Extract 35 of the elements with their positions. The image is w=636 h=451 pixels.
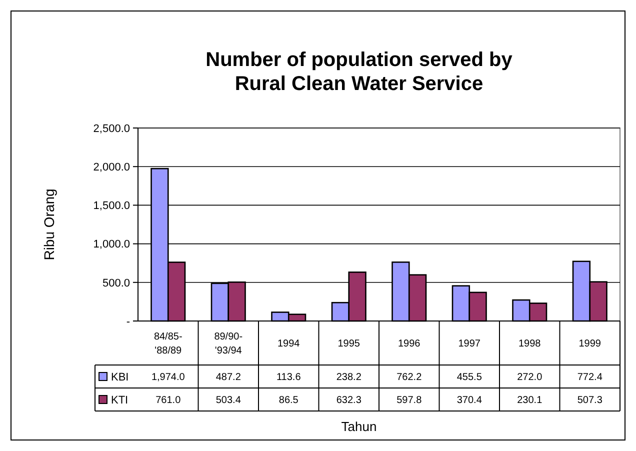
x-tick-label: 1994	[278, 338, 300, 350]
x-tick-label: 1999	[578, 338, 602, 350]
x-tick-label: 84/85-'88/89	[154, 332, 182, 356]
legend-label: KBI	[111, 371, 129, 384]
data-label: 1,974.0	[151, 372, 186, 383]
y-tick-label: -	[126, 316, 130, 328]
data-label: 761.0	[156, 395, 182, 406]
legend-label: KTI	[111, 394, 128, 406]
data-label: 238.2	[336, 372, 362, 383]
x-tick-label: 1995	[338, 338, 360, 350]
x-tick-label: 1997	[458, 338, 481, 350]
data-label: 632.3	[336, 395, 362, 406]
y-tick-label: 2,000.0	[93, 161, 130, 174]
data-label: 762.2	[396, 372, 422, 383]
y-tick-label: 1,500.0	[93, 200, 130, 212]
data-label: 507.3	[577, 395, 603, 406]
data-label: 370.4	[456, 395, 482, 406]
x-tick-label: 89/90-'93/94	[214, 332, 243, 356]
data-label: 772.4	[577, 372, 603, 383]
data-label: 503.4	[216, 395, 242, 406]
data-label: 487.2	[216, 372, 242, 383]
data-label: 230.1	[517, 395, 543, 406]
chart-title: Number of population served by Rural Clean Water Service	[206, 49, 514, 95]
data-label: 113.6	[276, 372, 302, 383]
y-tick-label: 2,500.0	[93, 122, 130, 135]
data-label: 272.0	[517, 372, 543, 383]
y-tick-label: 1,000.0	[93, 238, 130, 251]
data-label: 455.5	[456, 372, 482, 383]
x-tick-label: 1996	[398, 338, 421, 350]
data-label: 86.5	[278, 395, 299, 406]
y-tick-label: 500.0	[102, 277, 130, 290]
y-axis-title: Ribu Orang	[41, 188, 57, 260]
data-label: 597.8	[396, 395, 422, 406]
x-tick-label: 1998	[518, 338, 542, 350]
x-axis-title: Tahun	[341, 419, 377, 434]
